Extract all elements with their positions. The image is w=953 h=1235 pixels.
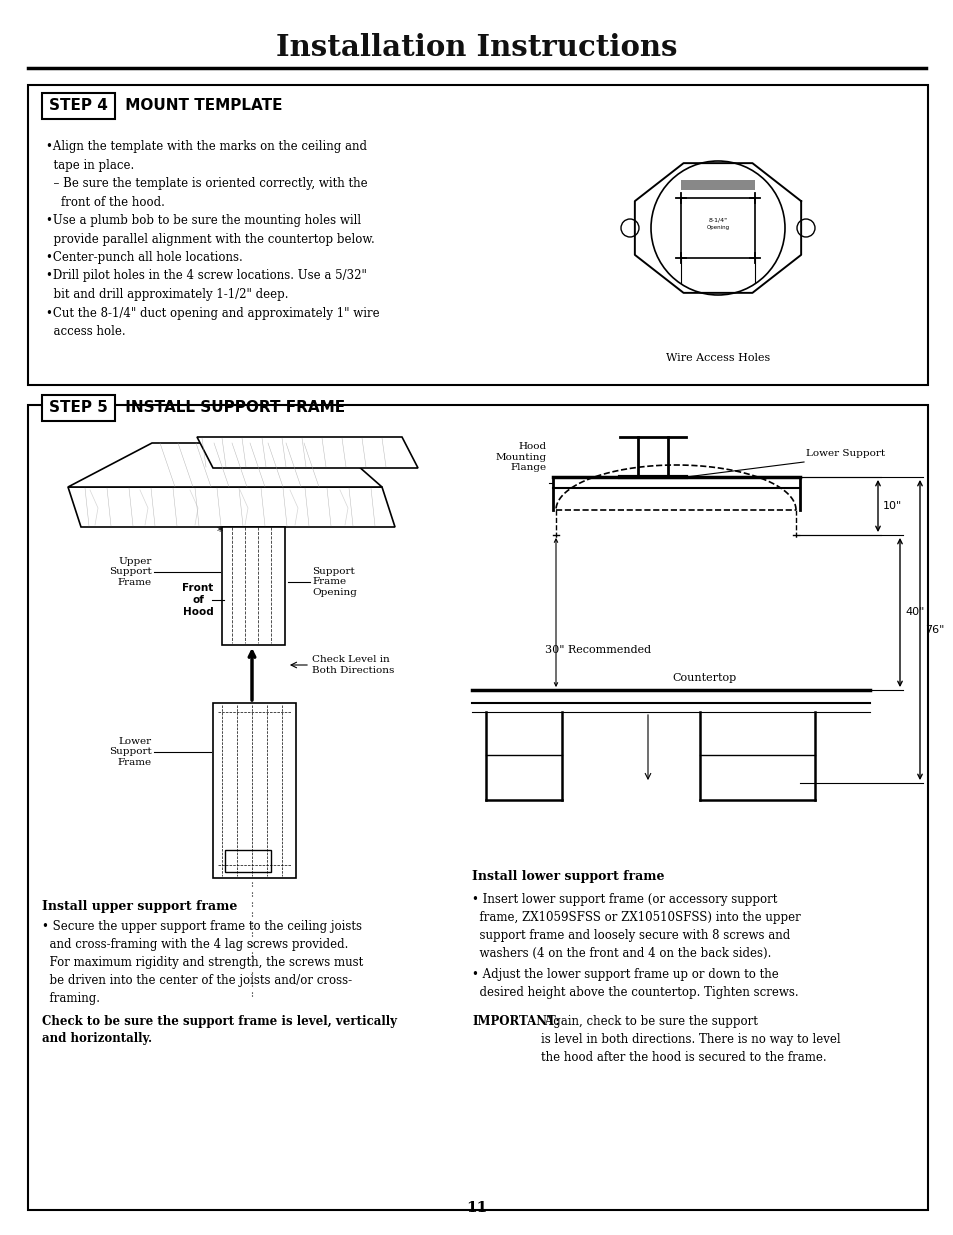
Polygon shape (68, 443, 381, 487)
Bar (28, 405, 927, 1210)
Text: 8-1/4": 8-1/4" (708, 217, 727, 222)
Text: • Insert lower support frame (or accessory support
  frame, ZX1059SFSS or ZX1051: • Insert lower support frame (or accesso… (472, 893, 800, 960)
Text: Opening: Opening (706, 225, 729, 230)
Bar (225, 850, 271, 872)
Text: Wire Access Holes: Wire Access Holes (665, 353, 769, 363)
Bar (42, 93, 115, 119)
Text: 76": 76" (924, 625, 943, 635)
Text: Hood
Mounting
Flange: Hood Mounting Flange (496, 442, 546, 472)
Text: •Align the template with the marks on the ceiling and
  tape in place.
  – Be su: •Align the template with the marks on th… (46, 140, 379, 338)
Text: Install upper support frame: Install upper support frame (42, 900, 237, 913)
Text: Lower
Support
Frame: Lower Support Frame (110, 737, 152, 767)
Text: 11: 11 (466, 1200, 487, 1215)
Text: STEP 5: STEP 5 (49, 399, 108, 415)
Text: Check to be sure the support frame is level, vertically
and horizontally.: Check to be sure the support frame is le… (42, 1015, 396, 1045)
Text: Lower Support: Lower Support (805, 448, 884, 457)
Text: STEP 4: STEP 4 (49, 99, 108, 114)
Bar (680, 180, 754, 190)
Bar (28, 85, 927, 385)
Polygon shape (68, 487, 395, 527)
Text: Countertop: Countertop (672, 673, 737, 683)
Text: Support
Frame
Opening: Support Frame Opening (312, 567, 356, 597)
Text: • Secure the upper support frame to the ceiling joists
  and cross-framing with : • Secure the upper support frame to the … (42, 920, 363, 1005)
Text: 30" Recommended: 30" Recommended (544, 645, 650, 655)
Text: INSTALL SUPPORT FRAME: INSTALL SUPPORT FRAME (120, 399, 345, 415)
Text: Install lower support frame: Install lower support frame (472, 869, 664, 883)
Bar (680, 198, 754, 258)
Text: *: * (216, 526, 223, 538)
Text: Again, check to be sure the support
is level in both directions. There is no way: Again, check to be sure the support is l… (540, 1015, 840, 1065)
Bar (213, 703, 295, 878)
Polygon shape (196, 437, 417, 468)
Text: Upper
Support
Frame: Upper Support Frame (110, 557, 152, 587)
Text: Front
of
Hood: Front of Hood (182, 583, 213, 616)
Text: Installation Instructions: Installation Instructions (276, 32, 677, 62)
Text: IMPORTANT:: IMPORTANT: (472, 1015, 559, 1028)
Text: 10": 10" (882, 501, 902, 511)
Text: MOUNT TEMPLATE: MOUNT TEMPLATE (120, 99, 282, 114)
Bar (42, 395, 115, 421)
Text: 40": 40" (904, 606, 923, 618)
Text: • Adjust the lower support frame up or down to the
  desired height above the co: • Adjust the lower support frame up or d… (472, 968, 798, 999)
Text: Check Level in
Both Directions: Check Level in Both Directions (312, 656, 394, 674)
Bar (222, 527, 285, 645)
